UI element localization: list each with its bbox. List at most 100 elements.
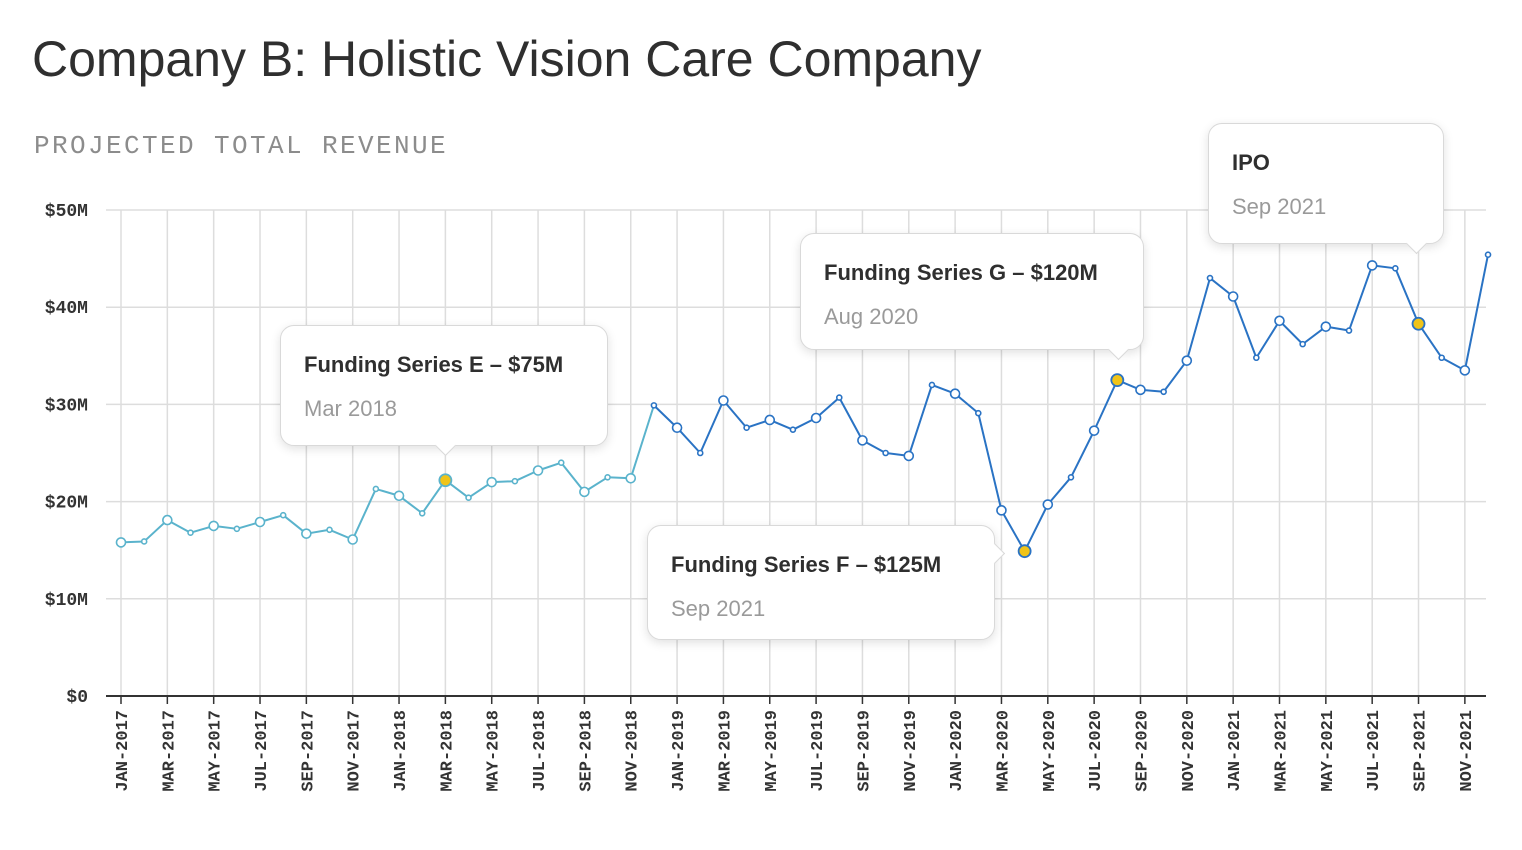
y-tick-label: $10M (45, 591, 88, 611)
annotation-series-e: Funding Series E – $75M Mar 2018 (280, 325, 608, 457)
data-point (1459, 365, 1471, 376)
x-tick-label: MAR-2021 (1273, 710, 1292, 792)
x-tick-label: MAR-2019 (716, 710, 735, 792)
line-segment (1162, 359, 1188, 393)
x-tick-label: MAR-2020 (994, 710, 1013, 792)
data-point (372, 485, 380, 493)
line-segment (1023, 503, 1049, 553)
data-point (511, 477, 519, 485)
annotation-ipo: IPO Sep 2021 (1208, 123, 1444, 255)
line-segment (699, 399, 725, 454)
data-point (1227, 291, 1239, 302)
line-segment (629, 404, 655, 480)
page-title: Company B: Holistic Vision Care Company (32, 31, 982, 87)
line-segment (1232, 295, 1258, 359)
line-segment (722, 399, 748, 429)
y-tick-label: $0 (66, 688, 88, 708)
x-tick-label: NOV-2021 (1458, 710, 1477, 792)
annotation-series-g: Funding Series G – $120M Aug 2020 (800, 233, 1144, 361)
y-tick-label: $30M (45, 396, 88, 416)
annotation-date: Sep 2021 (671, 596, 766, 621)
chart-subtitle: PROJECTED TOTAL REVENUE (34, 131, 449, 161)
x-tick-label: MAY-2021 (1319, 710, 1338, 792)
line-segment (1093, 379, 1119, 432)
x-tick-label: NOV-2018 (624, 710, 643, 792)
data-point (671, 422, 683, 434)
data-point (465, 494, 472, 502)
line-segment (1463, 253, 1490, 372)
line-segment (1255, 319, 1281, 359)
line-segment (1394, 267, 1420, 325)
data-point (115, 537, 127, 548)
x-tick-label: JAN-2018 (392, 710, 411, 792)
annotation-title: Funding Series G – $120M (824, 260, 1098, 285)
series-points (115, 251, 1492, 559)
data-point (1274, 315, 1285, 327)
line-segment (1278, 319, 1304, 346)
x-tick-label: SEP-2019 (855, 710, 874, 792)
line-segment (1069, 429, 1096, 479)
data-point (764, 414, 776, 426)
data-point (996, 505, 1007, 516)
data-point (1088, 425, 1100, 436)
data-point (1438, 354, 1445, 362)
data-point (949, 388, 961, 400)
line-segment (907, 383, 933, 457)
data-point (418, 509, 426, 517)
data-point (835, 394, 843, 401)
data-point (1345, 327, 1353, 334)
annotation-date: Mar 2018 (304, 396, 397, 421)
x-tick-label: NOV-2019 (902, 710, 921, 792)
data-point (1067, 473, 1075, 481)
line-segment (838, 396, 864, 442)
data-point (557, 459, 565, 467)
y-axis: $0 $10M $20M $30M $40M $50M (45, 202, 88, 708)
x-tick-label: JUL-2017 (253, 710, 272, 792)
y-tick-label: $40M (45, 299, 88, 319)
data-point (233, 525, 241, 533)
x-axis: JAN-2017 MAR-2017 MAY-2017 JUL-2017 SEP-2017… (106, 695, 1486, 792)
highlight-point (1017, 544, 1032, 559)
data-point (857, 435, 868, 446)
line-segment (1185, 277, 1211, 362)
data-point (810, 412, 822, 424)
annotation-title: Funding Series E – $75M (304, 352, 564, 377)
data-point (974, 409, 982, 417)
line-segment (977, 412, 1003, 512)
x-tick-label: JAN-2020 (948, 710, 967, 792)
annotation-date: Aug 2020 (824, 304, 919, 329)
data-point (301, 528, 312, 539)
x-tick-label: MAY-2017 (207, 710, 226, 792)
data-point (1299, 340, 1306, 348)
annotation-title: Funding Series F – $125M (671, 552, 942, 577)
data-point (903, 450, 915, 462)
x-tick-label: JAN-2021 (1226, 710, 1245, 792)
data-point (789, 426, 797, 433)
data-point (1206, 274, 1214, 282)
x-tick-label: MAY-2020 (1041, 710, 1060, 792)
data-point (532, 465, 544, 476)
x-tick-label: MAR-2018 (438, 710, 457, 792)
x-tick-label: JUL-2021 (1365, 710, 1384, 792)
data-point (1181, 355, 1193, 366)
data-point (1042, 499, 1054, 510)
data-point (1320, 321, 1332, 332)
x-tick-label: JUL-2019 (809, 710, 828, 792)
x-tick-label: JAN-2019 (670, 710, 689, 792)
highlight-point (1411, 316, 1426, 331)
data-point (650, 402, 658, 409)
x-tick-label: NOV-2020 (1180, 710, 1199, 792)
line-segment (560, 461, 586, 493)
annotation-date: Sep 2021 (1232, 194, 1327, 219)
data-point (604, 473, 611, 481)
data-point (696, 449, 704, 457)
annotation-series-f: Funding Series F – $125M Sep 2021 (647, 525, 1006, 640)
x-tick-label: MAY-2018 (485, 710, 504, 792)
data-point (718, 395, 729, 406)
data-point (1484, 251, 1492, 259)
data-point (1160, 388, 1167, 396)
data-point (486, 476, 498, 488)
data-point (393, 490, 405, 502)
data-point (1366, 260, 1378, 271)
